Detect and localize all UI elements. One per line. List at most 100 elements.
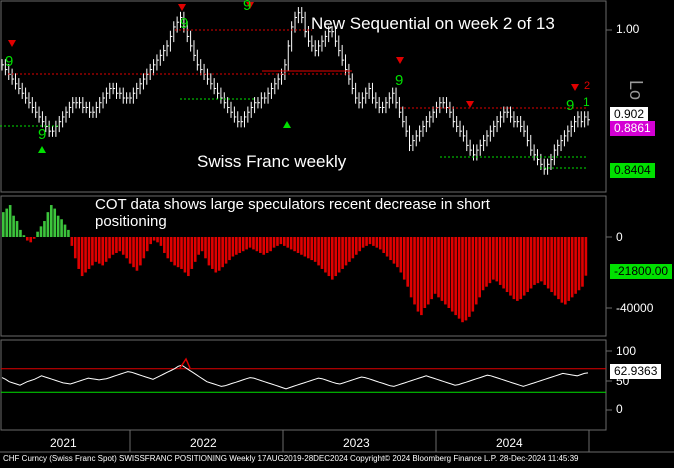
cot-bar bbox=[327, 237, 331, 277]
cot-bar bbox=[200, 237, 204, 252]
cot-bar bbox=[365, 237, 368, 246]
cot-bar bbox=[423, 237, 427, 308]
cot-bar bbox=[19, 229, 22, 237]
cot-bar bbox=[173, 237, 176, 266]
cot-bar bbox=[2, 212, 5, 237]
cot-bar bbox=[156, 237, 159, 243]
sell-arrow-icon bbox=[8, 40, 16, 47]
cot-bar bbox=[211, 237, 214, 269]
cot-bar bbox=[324, 237, 327, 273]
cot-bar bbox=[378, 237, 382, 250]
cot-bar bbox=[53, 208, 57, 237]
cot-bar bbox=[375, 237, 379, 248]
sell-arrow-icon bbox=[571, 84, 579, 91]
cot-bar bbox=[413, 237, 416, 305]
cot-bar bbox=[296, 237, 300, 253]
cot-bar bbox=[193, 237, 197, 262]
cot-bar bbox=[272, 237, 276, 248]
cot-bar bbox=[128, 237, 132, 264]
cot-bar bbox=[546, 237, 550, 289]
cot-bar bbox=[207, 237, 211, 266]
rsi-line bbox=[1, 364, 589, 390]
chart-annotation-subtitle: Swiss Franc weekly bbox=[197, 152, 347, 171]
sequential-count-label: 1 bbox=[583, 95, 590, 109]
cot-bar bbox=[29, 237, 33, 243]
cot-bar bbox=[228, 237, 231, 261]
cot-bar bbox=[447, 237, 451, 308]
cot-bar bbox=[15, 221, 19, 237]
cot-bar bbox=[252, 237, 255, 250]
cot-bar bbox=[385, 237, 389, 257]
rsi-tick-100: 100 bbox=[616, 344, 637, 358]
cot-bar bbox=[36, 231, 39, 237]
cot-bar bbox=[70, 237, 74, 246]
cot-bar bbox=[269, 237, 272, 252]
cot-bar bbox=[94, 237, 98, 262]
cot-bar bbox=[169, 237, 173, 262]
year-label: 2021 bbox=[50, 436, 77, 450]
cot-bar bbox=[570, 237, 574, 298]
cot-last-badge: -21800.00 bbox=[610, 264, 673, 279]
cot-bar bbox=[12, 215, 15, 237]
cot-bar bbox=[543, 237, 547, 285]
cot-bar bbox=[221, 237, 224, 268]
cot-bar bbox=[5, 208, 9, 237]
cot-bar bbox=[259, 237, 262, 253]
cot-bar bbox=[495, 237, 499, 282]
cot-bar bbox=[286, 237, 290, 248]
cot-bar bbox=[396, 237, 399, 268]
cot-bar bbox=[382, 237, 386, 253]
cot-bar bbox=[478, 237, 481, 298]
cot-bar bbox=[204, 237, 207, 259]
cot-bar bbox=[334, 237, 338, 277]
cot-bar bbox=[84, 237, 87, 273]
cot-bar bbox=[533, 237, 536, 285]
cot-bar bbox=[306, 237, 310, 259]
cot-bar bbox=[519, 237, 523, 300]
cot-bar bbox=[368, 237, 372, 245]
price-low-badge: 0.8404 bbox=[610, 163, 655, 178]
cot-bar bbox=[564, 237, 567, 305]
cot-bar bbox=[187, 237, 190, 277]
cot-bar bbox=[166, 237, 170, 259]
cot-bar bbox=[183, 237, 187, 273]
cot-bar bbox=[430, 237, 433, 300]
year-label: 2023 bbox=[343, 436, 370, 450]
cot-bar bbox=[481, 237, 485, 291]
panel-frames bbox=[0, 0, 674, 453]
cot-bar bbox=[361, 237, 365, 248]
cot-bar bbox=[492, 237, 495, 280]
cot-bar bbox=[121, 237, 125, 255]
cot-bar bbox=[581, 237, 584, 287]
rsi-tick-50: 50 bbox=[616, 374, 630, 388]
cot-bar bbox=[444, 237, 447, 305]
price-mid-badge: 0.8861 bbox=[610, 121, 655, 136]
sell-arrow-icon bbox=[396, 57, 404, 64]
cot-bar bbox=[39, 226, 43, 237]
cot-bar bbox=[529, 237, 533, 289]
cot-bar bbox=[77, 237, 81, 269]
cot-bar bbox=[567, 237, 571, 301]
cot-bar bbox=[224, 237, 228, 264]
cot-bar bbox=[248, 237, 252, 248]
cot-bar bbox=[293, 237, 296, 252]
cot-bar bbox=[550, 237, 553, 293]
cot-bar bbox=[87, 237, 91, 269]
cot-bar bbox=[108, 237, 111, 259]
cot-bar bbox=[450, 237, 454, 312]
cot-bar bbox=[145, 237, 149, 252]
cot-bar bbox=[426, 237, 430, 305]
cot-bar bbox=[516, 237, 519, 301]
cot-bar bbox=[416, 237, 420, 312]
cot-bar bbox=[502, 237, 505, 289]
cot-bar bbox=[358, 237, 362, 252]
cot-bar bbox=[354, 237, 358, 255]
rsi-panel-frame bbox=[0, 339, 607, 431]
cot-bar bbox=[409, 237, 413, 298]
cot-bar bbox=[8, 205, 12, 237]
cot-bar bbox=[474, 237, 478, 305]
cot-panel bbox=[2, 205, 588, 323]
sequential-nine-label: 9 bbox=[395, 72, 403, 89]
